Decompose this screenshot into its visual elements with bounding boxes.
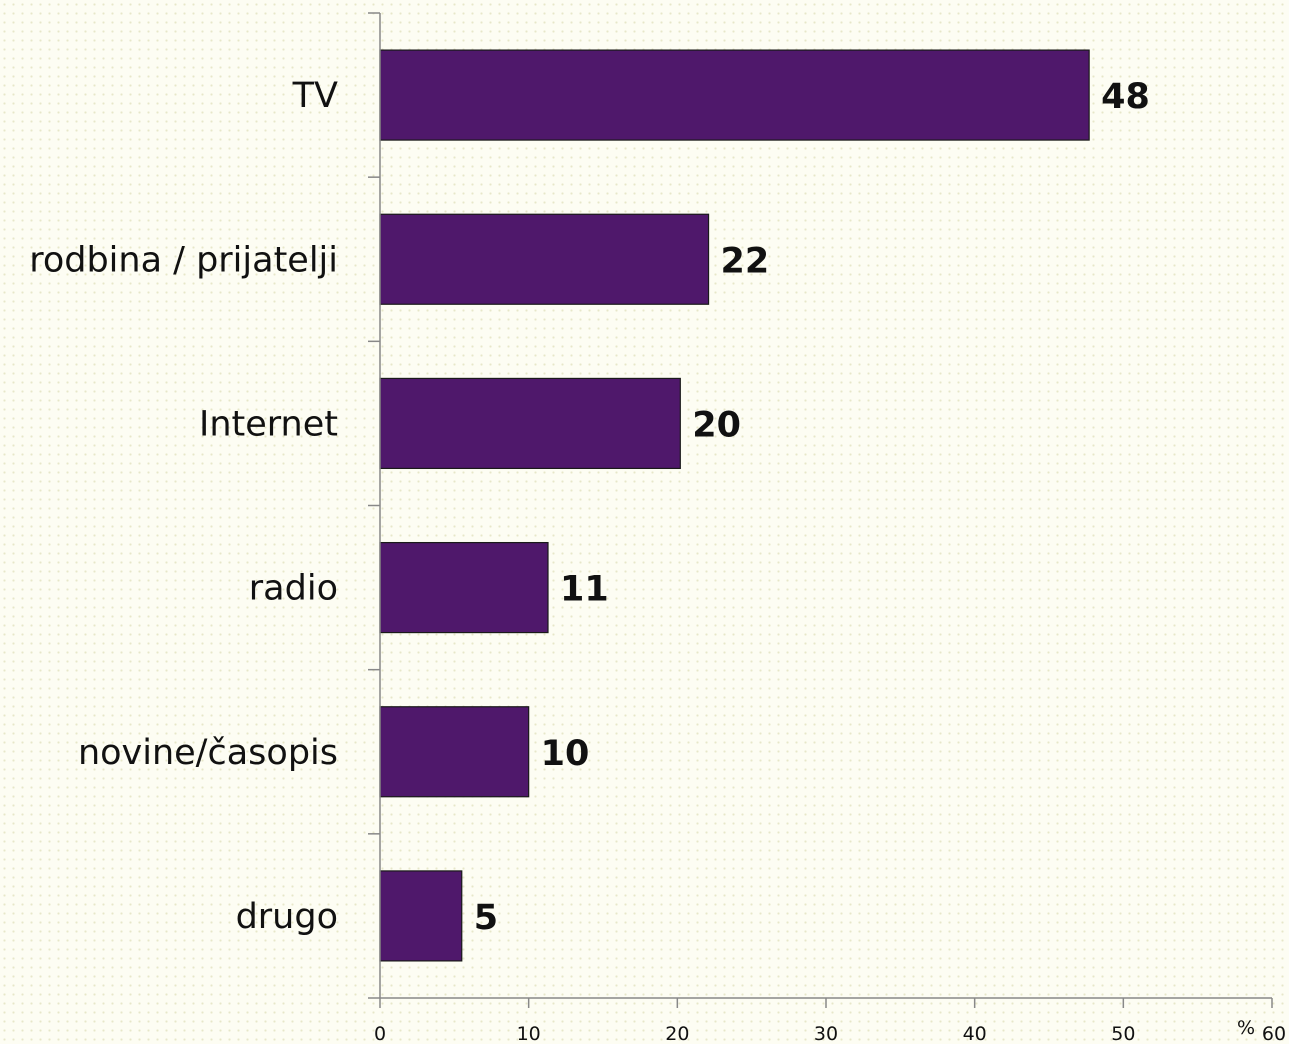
- x-axis-unit-label: %: [1237, 1017, 1255, 1039]
- y-axis-ticks: [368, 12, 380, 999]
- axes: [379, 13, 1272, 999]
- bar-value-label: 11: [560, 570, 609, 610]
- category-label: novine/časopis: [78, 733, 338, 773]
- x-tick-label: 60: [1262, 1023, 1286, 1044]
- x-tick-label: 20: [665, 1023, 689, 1044]
- category-label: TV: [292, 76, 338, 116]
- bar: [379, 706, 530, 798]
- x-tick-label: 30: [814, 1023, 838, 1044]
- bar: [379, 870, 463, 962]
- x-tick-label: 50: [1111, 1023, 1135, 1044]
- category-label: rodbina / prijatelji: [29, 240, 338, 280]
- category-label: radio: [249, 569, 338, 609]
- bar-value-label: 20: [692, 405, 741, 445]
- x-tick-label: 40: [963, 1023, 987, 1044]
- bar-value-label: 22: [721, 241, 770, 281]
- x-tick-label: 0: [374, 1023, 386, 1044]
- value-labels: 48 22 20 11 10 5: [474, 77, 1150, 938]
- x-axis-ticks: 0 10 20 30 40 50 60: [374, 998, 1286, 1044]
- bar: [379, 377, 681, 470]
- category-label: Internet: [199, 404, 338, 444]
- bar-value-label: 10: [541, 734, 590, 774]
- category-label: drugo: [236, 897, 338, 937]
- bar: [379, 49, 1090, 141]
- bars: [379, 49, 1090, 962]
- x-tick-label: 10: [517, 1023, 541, 1044]
- bar-value-label: 5: [474, 898, 498, 938]
- bar: [379, 541, 549, 634]
- bar-value-label: 48: [1101, 77, 1150, 117]
- bar: [379, 213, 710, 305]
- category-labels: TV rodbina / prijatelji Internet radio novin…: [29, 76, 338, 937]
